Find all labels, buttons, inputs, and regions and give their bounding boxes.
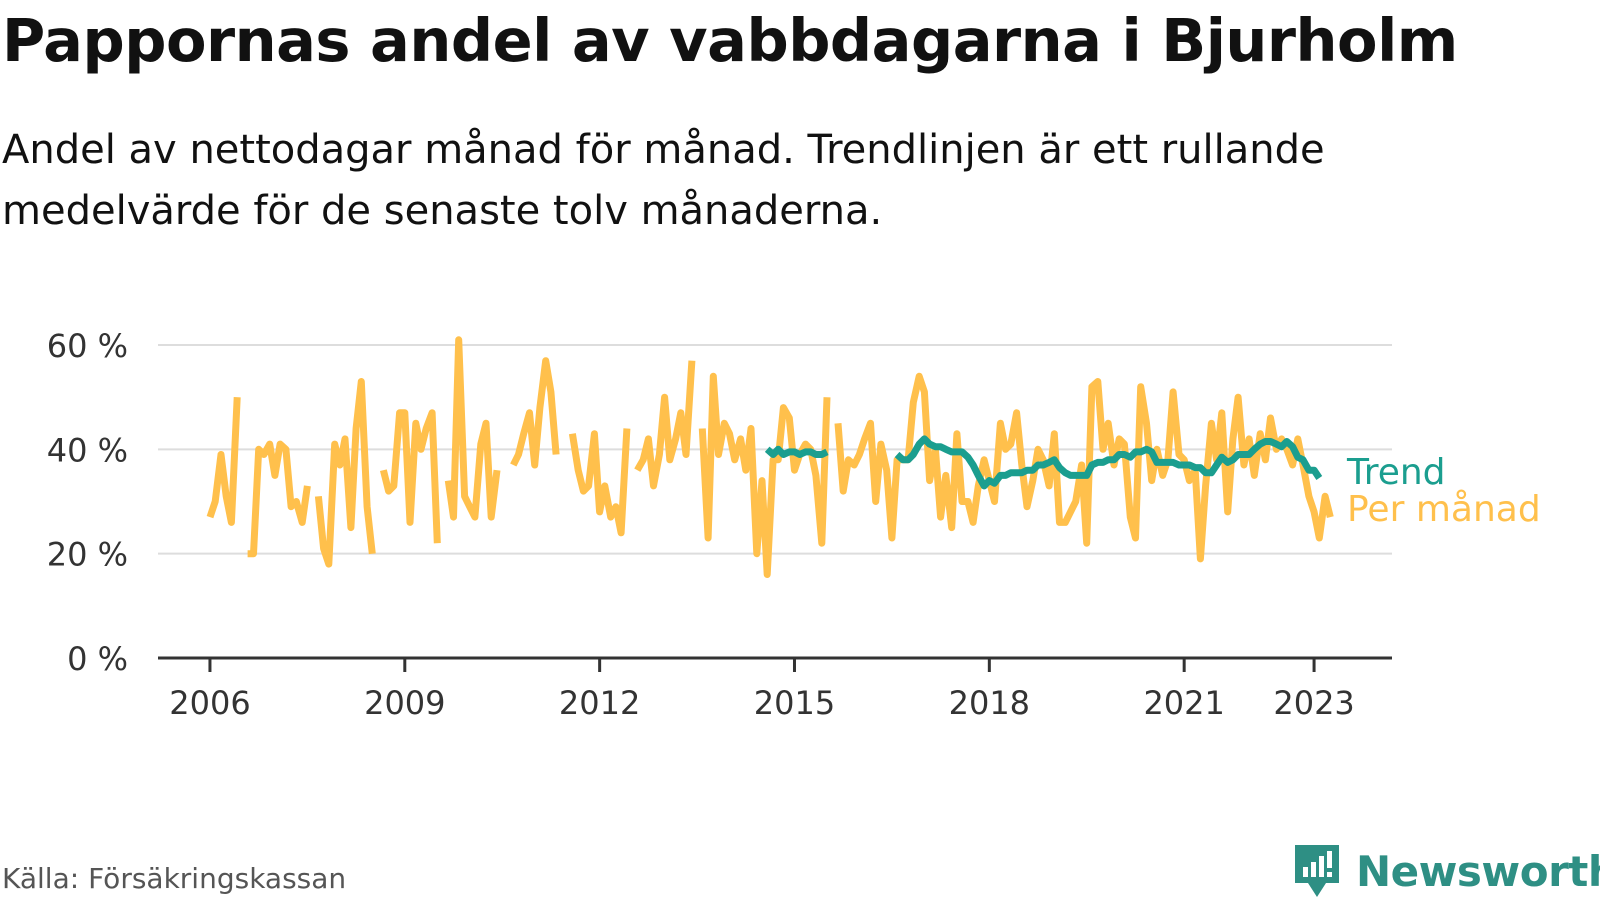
bar-chart-logo-icon bbox=[1295, 845, 1339, 897]
page-title: Pappornas andel av vabbdagarna i Bjurhol… bbox=[2, 6, 1458, 75]
source-note: Källa: Försäkringskassan bbox=[2, 862, 347, 895]
series-line-trend bbox=[764, 435, 1323, 490]
x-tick-label: 2018 bbox=[949, 684, 1030, 722]
series-label-per-manad: Per månad bbox=[1347, 489, 1541, 530]
y-tick-label: 40 % bbox=[47, 431, 128, 469]
page-subtitle: Andel av nettodagar månad för månad. Tre… bbox=[2, 127, 1325, 234]
y-tick-label: 20 % bbox=[47, 536, 128, 574]
x-tick-label: 2006 bbox=[169, 684, 250, 722]
brand-logo: Newsworthy bbox=[1292, 842, 1600, 900]
x-tick-label: 2023 bbox=[1273, 684, 1354, 722]
x-tick-label: 2021 bbox=[1143, 684, 1224, 722]
brand-name: Newsworthy bbox=[1356, 846, 1600, 896]
y-tick-label: 60 % bbox=[47, 327, 128, 365]
series-line-per-manad bbox=[206, 336, 1334, 578]
axes: 0 % 20 % 40 % 60 % 2006 2009 2012 2015 2018 2021 2… bbox=[47, 327, 1392, 722]
x-tick-label: 2012 bbox=[559, 684, 640, 722]
x-tick-label: 2015 bbox=[754, 684, 835, 722]
x-tick-label: 2009 bbox=[364, 684, 445, 722]
series-lines bbox=[206, 336, 1334, 578]
series-label-trend: Trend bbox=[1346, 452, 1446, 493]
y-tick-label: 0 % bbox=[67, 640, 128, 678]
